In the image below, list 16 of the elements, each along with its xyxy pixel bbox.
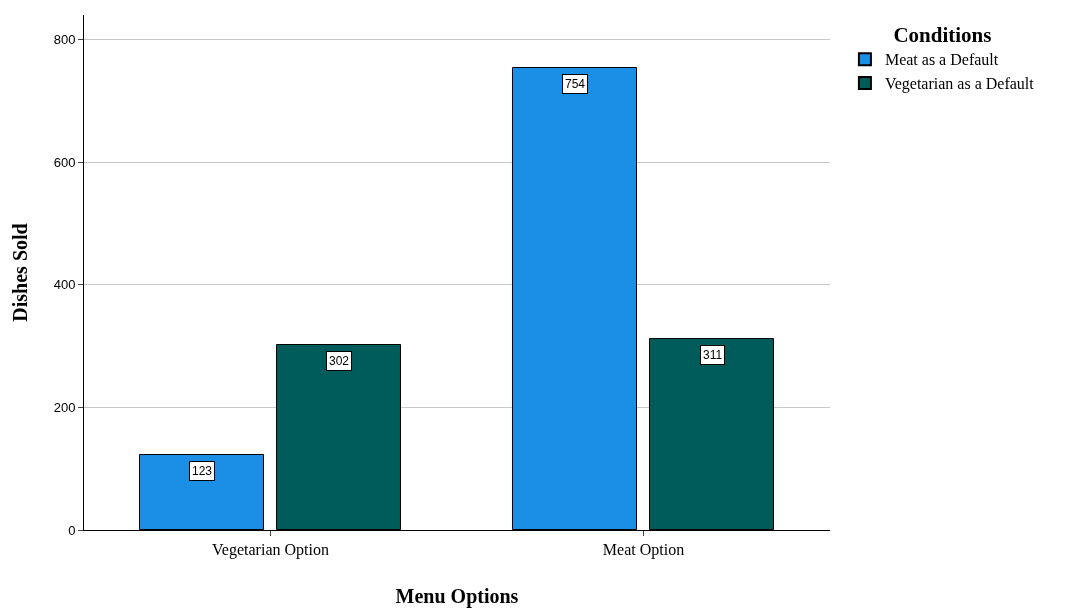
- y-tick-label: 800: [53, 32, 76, 48]
- legend-label: Meat as a Default: [884, 51, 999, 69]
- y-tick-label: 0: [68, 522, 76, 538]
- data-label: 123: [192, 464, 213, 478]
- data-label: 311: [703, 348, 723, 362]
- data-label: 754: [565, 77, 586, 91]
- x-axis-title: Menu Options: [395, 584, 519, 608]
- legend-label: Vegetarian as a Default: [884, 75, 1035, 94]
- legend-title: Conditions: [893, 23, 992, 48]
- y-axis-title: Dishes Sold: [9, 223, 32, 322]
- y-tick-label: 200: [53, 399, 76, 415]
- y-tick-label: 600: [53, 154, 76, 170]
- data-label: 302: [329, 354, 350, 368]
- y-tick-label: 400: [53, 277, 76, 293]
- x-tick-label: Vegetarian Option: [212, 541, 329, 560]
- x-tick-label: Meat Option: [602, 541, 685, 560]
